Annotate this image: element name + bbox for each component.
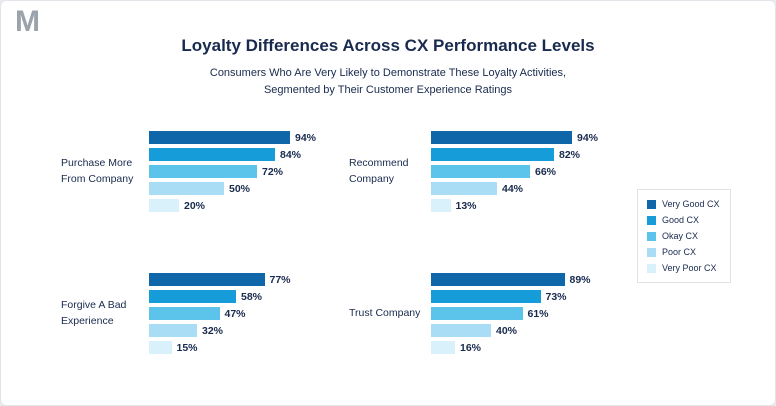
bar-value-label: 84% [280, 148, 302, 161]
bar-value-label: 94% [577, 131, 599, 144]
bar-poor-cx [149, 182, 224, 195]
bar-row: 50% [149, 182, 316, 195]
bar-row: 40% [431, 324, 591, 337]
bar-row: 84% [149, 148, 316, 161]
chart-subtitle: Consumers Who Are Very Likely to Demonst… [1, 65, 775, 99]
bar-row: 77% [149, 273, 291, 286]
bar-row: 15% [149, 341, 291, 354]
bar-value-label: 77% [269, 273, 291, 286]
legend-item: Good CX [647, 215, 721, 225]
bar-row: 72% [149, 165, 316, 178]
bars-forgive: 77% 58% 47% 32% 15% [149, 273, 291, 354]
bar-very-poor-cx [149, 341, 172, 354]
chart-group-purchase-more: Purchase More From Company 94% 84% 72% 50% 2… [61, 131, 316, 212]
bar-value-label: 66% [535, 165, 557, 178]
bar-value-label: 32% [202, 324, 224, 337]
bars-recommend: 94% 82% 66% 44% 13% [431, 131, 598, 212]
bars-trust: 89% 73% 61% 40% 16% [431, 273, 591, 354]
bar-good-cx [431, 290, 541, 303]
bar-very-good-cx [431, 273, 565, 286]
legend-item: Okay CX [647, 231, 721, 241]
bar-row: 20% [149, 199, 316, 212]
bar-very-poor-cx [149, 199, 179, 212]
legend-label: Very Poor CX [662, 263, 717, 273]
bar-value-label: 20% [184, 199, 206, 212]
chart-group-forgive: Forgive A Bad Experience 77% 58% 47% 32% 15% [61, 273, 291, 354]
legend-swatch [647, 215, 656, 225]
bar-row: 94% [431, 131, 598, 144]
bar-good-cx [149, 148, 275, 161]
group-label-recommend: Recommend Company [349, 157, 409, 185]
brand-logo: M [15, 5, 41, 38]
bar-very-good-cx [149, 131, 290, 144]
legend: Very Good CX Good CX Okay CX Poor CX Very Po… [637, 189, 731, 283]
bar-value-label: 73% [545, 290, 567, 303]
bar-poor-cx [431, 182, 497, 195]
bar-row: 94% [149, 131, 316, 144]
chart-group-trust: Trust Company 89% 73% 61% 40% 16% [349, 273, 591, 354]
legend-swatch [647, 263, 656, 273]
bar-row: 16% [431, 341, 591, 354]
bar-okay-cx [149, 307, 220, 320]
bar-row: 47% [149, 307, 291, 320]
bar-very-good-cx [431, 131, 572, 144]
legend-item: Poor CX [647, 247, 721, 257]
bar-value-label: 61% [527, 307, 549, 320]
bar-value-label: 89% [569, 273, 591, 286]
bar-good-cx [149, 290, 236, 303]
chart-title: Loyalty Differences Across CX Performanc… [181, 36, 595, 55]
legend-swatch [647, 247, 656, 257]
bar-row: 89% [431, 273, 591, 286]
bar-okay-cx [431, 307, 523, 320]
bar-row: 73% [431, 290, 591, 303]
bar-very-good-cx [149, 273, 265, 286]
bar-value-label: 72% [262, 165, 284, 178]
bar-value-label: 15% [176, 341, 198, 354]
bar-value-label: 16% [460, 341, 482, 354]
bar-value-label: 50% [229, 182, 251, 195]
bar-very-poor-cx [431, 341, 455, 354]
chart-group-recommend: Recommend Company 94% 82% 66% 44% 13% [349, 131, 598, 212]
bars-purchase-more: 94% 84% 72% 50% 20% [149, 131, 316, 212]
bar-row: 13% [431, 199, 598, 212]
bar-row: 44% [431, 182, 598, 195]
bar-value-label: 44% [502, 182, 524, 195]
chart-subtitle-line-2: Segmented by Their Customer Experience R… [263, 84, 513, 97]
legend-items: Very Good CX Good CX Okay CX Poor CX Very Po… [647, 199, 721, 273]
chart-subtitle-line-1: Consumers Who Are Very Likely to Demonst… [209, 67, 567, 79]
bar-value-label: 13% [455, 199, 477, 212]
legend-label: Poor CX [662, 247, 697, 257]
bar-very-poor-cx [431, 199, 451, 212]
legend-label: Okay CX [662, 231, 699, 241]
legend-item: Very Poor CX [647, 263, 721, 273]
bar-good-cx [431, 148, 554, 161]
group-label-purchase-more: Purchase More From Company [61, 157, 134, 185]
bar-value-label: 94% [295, 131, 317, 144]
legend-label: Good CX [662, 215, 700, 225]
legend-item: Very Good CX [647, 199, 721, 209]
bar-value-label: 40% [496, 324, 518, 337]
bar-poor-cx [149, 324, 197, 337]
bar-okay-cx [431, 165, 530, 178]
bar-row: 32% [149, 324, 291, 337]
bar-value-label: 82% [559, 148, 581, 161]
bar-okay-cx [149, 165, 257, 178]
bar-value-label: 58% [241, 290, 263, 303]
bar-row: 58% [149, 290, 291, 303]
group-label-trust: Trust Company [349, 306, 421, 319]
bar-row: 61% [431, 307, 591, 320]
bar-value-label: 47% [224, 307, 246, 320]
group-label-forgive: Forgive A Bad Experience [61, 299, 127, 327]
bar-row: 66% [431, 165, 598, 178]
bar-poor-cx [431, 324, 491, 337]
bar-row: 82% [431, 148, 598, 161]
legend-swatch [647, 231, 656, 241]
legend-label: Very Good CX [662, 199, 720, 209]
legend-swatch [647, 199, 656, 209]
